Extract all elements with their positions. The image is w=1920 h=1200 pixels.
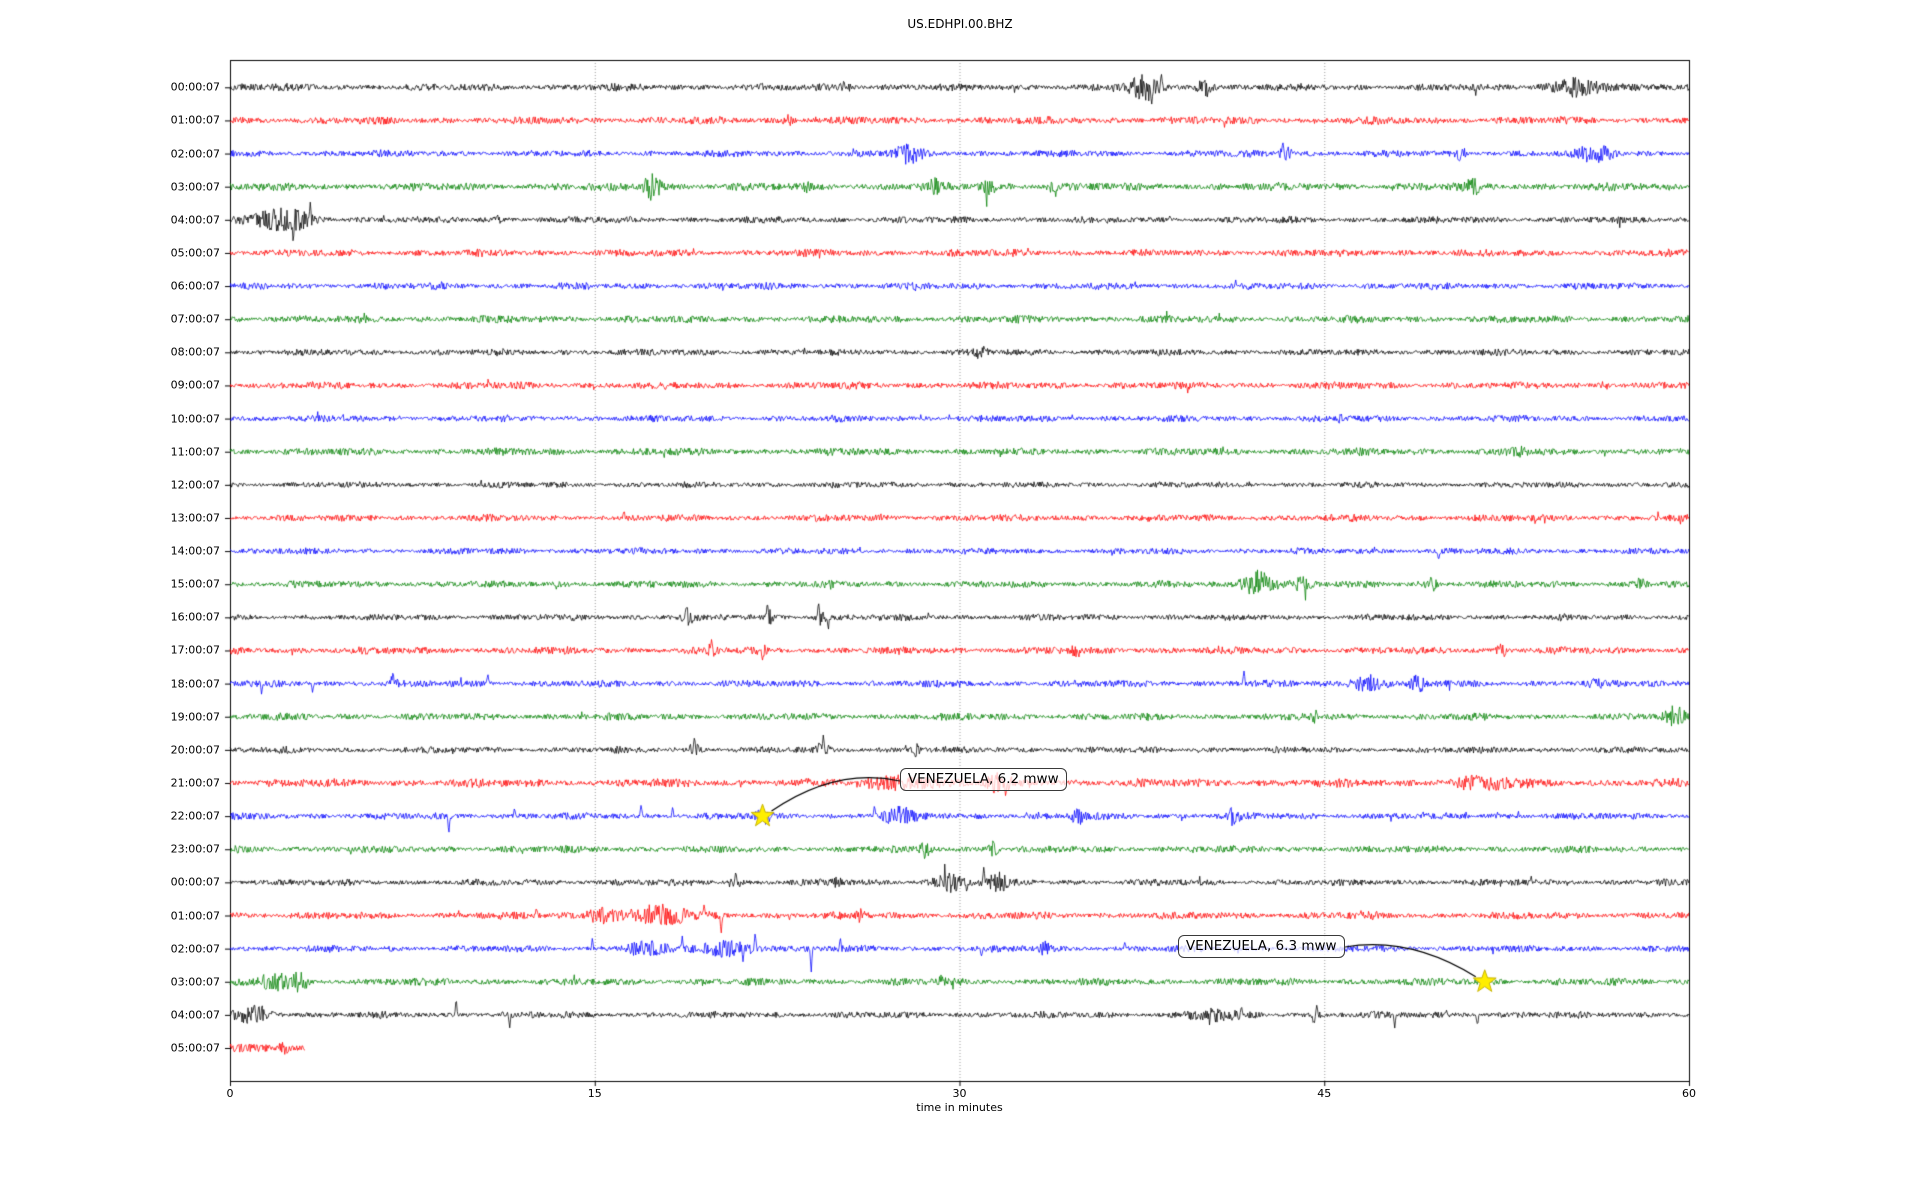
x-axis-label: time in minutes (916, 1101, 1003, 1114)
y-tick-label: 21:00:07 (170, 776, 220, 790)
event-annotation-label: VENEZUELA, 6.3 mww (1185, 938, 1337, 955)
y-tick-label: 22:00:07 (170, 809, 220, 823)
x-tick-label: 60 (1682, 1087, 1696, 1100)
y-tick-label: 09:00:07 (170, 378, 220, 392)
y-tick-label: 02:00:07 (170, 147, 220, 161)
event-annotation-venezuela-6-3: VENEZUELA, 6.3 mww (1177, 935, 1345, 959)
event-annotation-label: VENEZUELA, 6.2 mww (907, 770, 1059, 787)
y-tick-label: 07:00:07 (170, 312, 220, 326)
y-tick-label: 12:00:07 (170, 478, 220, 492)
y-tick-label: 00:00:07 (170, 80, 220, 94)
x-tick-label: 0 (226, 1087, 234, 1100)
y-tick-label: 08:00:07 (170, 345, 220, 359)
y-tick-label: 13:00:07 (170, 511, 220, 525)
y-tick-label: 14:00:07 (170, 544, 220, 558)
y-tick-label: 05:00:07 (170, 246, 220, 260)
y-tick-label: 19:00:07 (170, 710, 220, 724)
y-tick-label: 05:00:07 (170, 1041, 220, 1055)
y-tick-label: 04:00:07 (170, 1008, 220, 1022)
y-tick-label: 17:00:07 (170, 643, 220, 657)
y-tick-label: 06:00:07 (170, 279, 220, 293)
y-tick-label: 23:00:07 (170, 842, 220, 856)
y-tick-label: 02:00:07 (170, 942, 220, 956)
y-tick-label: 10:00:07 (170, 412, 220, 426)
y-tick-label: 04:00:07 (170, 213, 220, 227)
y-tick-label: 16:00:07 (170, 610, 220, 624)
event-annotation-venezuela-6-2: VENEZUELA, 6.2 mww (899, 767, 1067, 791)
y-tick-label: 00:00:07 (170, 875, 220, 889)
y-tick-label: 18:00:07 (170, 677, 220, 691)
x-tick-label: 45 (1317, 1087, 1332, 1100)
y-tick-label: 03:00:07 (170, 180, 220, 194)
y-tick-label: 11:00:07 (170, 445, 220, 459)
y-tick-label: 20:00:07 (170, 743, 220, 757)
x-tick-label: 15 (587, 1087, 602, 1100)
y-tick-label: 15:00:07 (170, 577, 220, 591)
y-tick-label: 01:00:07 (170, 113, 220, 127)
y-tick-label: 03:00:07 (170, 975, 220, 989)
x-tick-label: 30 (952, 1087, 967, 1100)
y-tick-label: 01:00:07 (170, 909, 220, 922)
